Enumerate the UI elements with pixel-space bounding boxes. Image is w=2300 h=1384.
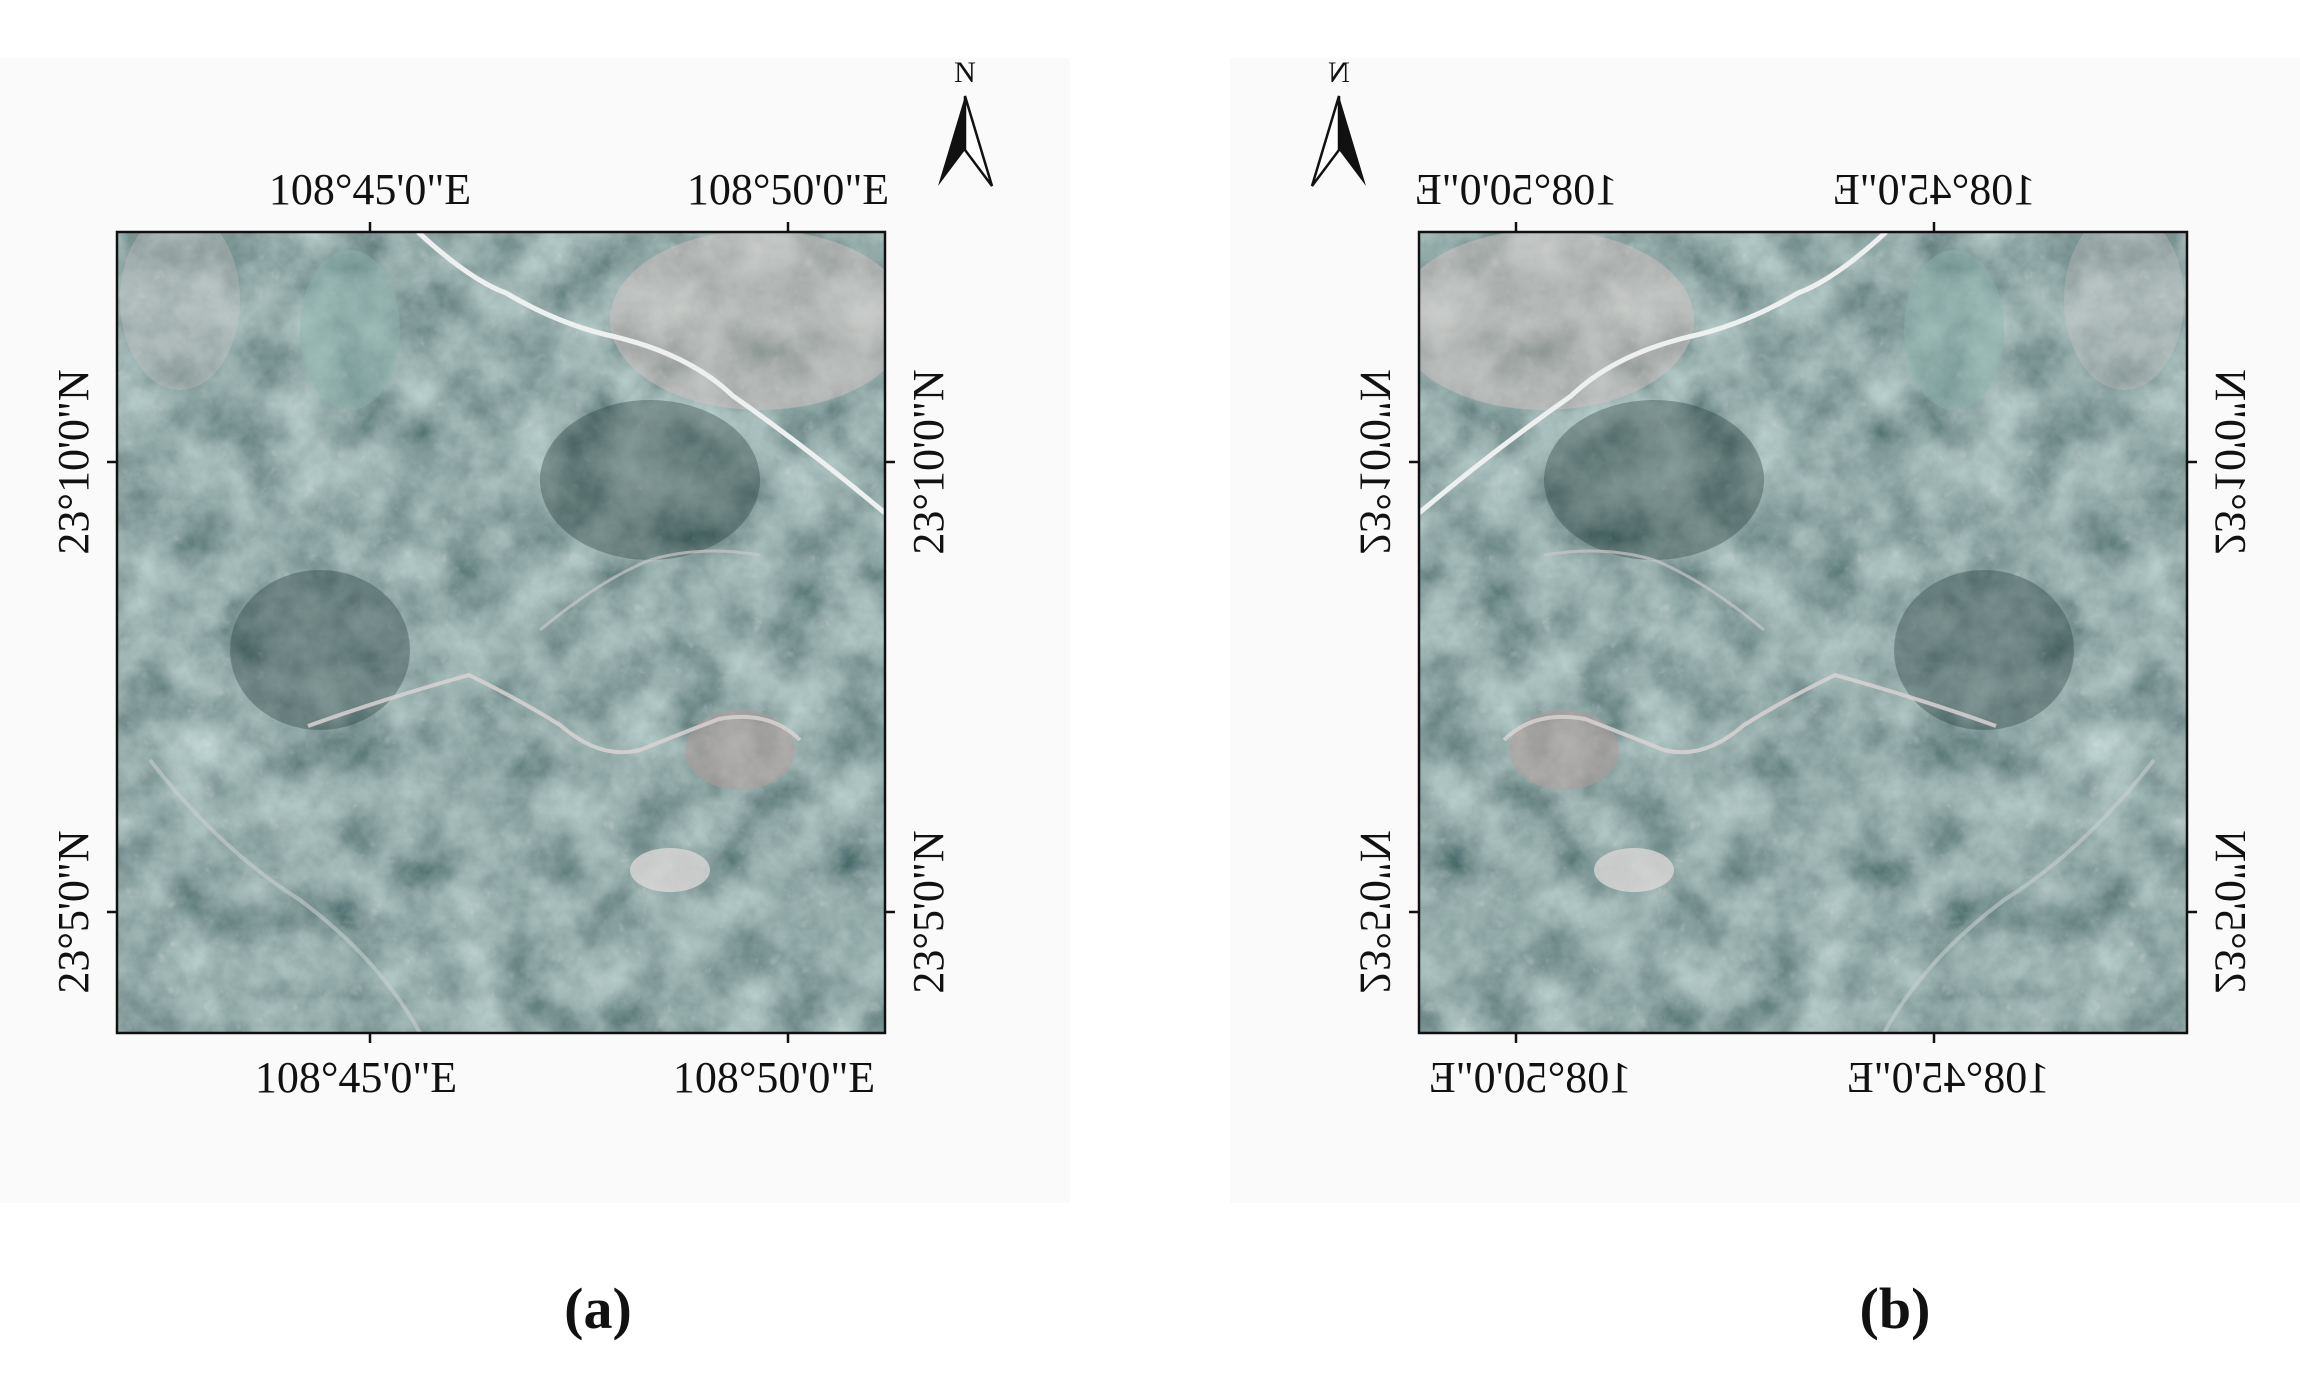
map-panel: 108°45'0"E 108°50'0"E 108°45'0"E 108°50'0"E… — [49, 56, 994, 1102]
longitude-label: 108°45'0"E — [255, 1053, 457, 1102]
latitude-label: 23°5'0"N — [49, 830, 98, 993]
longitude-label: 108°50'0"E — [687, 165, 889, 214]
longitude-label: 108°45'0"E — [1847, 1053, 2049, 1102]
longitude-label: 108°50'0"E — [673, 1053, 875, 1102]
latitude-label: 23°10'0"N — [49, 369, 98, 554]
satellite-image — [1394, 210, 2187, 1033]
latitude-label: 23°5'0"N — [904, 830, 953, 993]
satellite-image — [117, 210, 910, 1033]
longitude-label: 108°45'0"E — [1833, 165, 2035, 214]
longitude-label: 108°50'0"E — [1415, 165, 1617, 214]
map-panel: 108°45'0"E 108°50'0"E 108°45'0"E 108°50'0"E… — [1310, 56, 2255, 1102]
latitude-label: 23°10'0"N — [904, 369, 953, 554]
map-frame — [1417, 230, 2189, 1035]
north-arrow — [1310, 95, 1341, 187]
longitude-label: 108°50'0"E — [1429, 1053, 1631, 1102]
latitude-label: 23°5'0"N — [2206, 830, 2255, 993]
north-arrow — [963, 95, 994, 187]
north-arrow — [938, 96, 965, 186]
latitude-label: 23°10'0"N — [2206, 369, 2255, 554]
north-label: N — [1328, 56, 1350, 89]
caption: (a) — [564, 1276, 632, 1341]
map-frame — [115, 230, 887, 1035]
caption: (b) — [1860, 1276, 1931, 1341]
latitude-label: 23°10'0"N — [1351, 369, 1400, 554]
north-arrow — [1339, 96, 1366, 186]
longitude-label: 108°45'0"E — [269, 165, 471, 214]
latitude-label: 23°5'0"N — [1351, 830, 1400, 993]
north-label: N — [954, 56, 976, 89]
